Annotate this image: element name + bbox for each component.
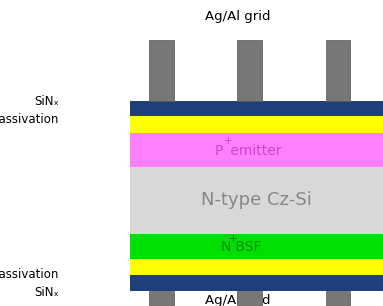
Text: SiNₓ
Passivation: SiNₓ Passivation <box>0 95 59 126</box>
Text: Ag/Al grid: Ag/Al grid <box>205 294 270 306</box>
Bar <box>149 291 174 306</box>
Bar <box>326 291 350 306</box>
Bar <box>237 291 262 306</box>
Text: +: + <box>229 234 237 244</box>
Bar <box>130 133 383 167</box>
Text: P: P <box>214 144 223 158</box>
Bar <box>130 234 383 259</box>
Text: emitter: emitter <box>226 144 282 158</box>
Bar <box>130 101 383 116</box>
Bar <box>130 275 383 291</box>
Bar <box>237 40 262 101</box>
Text: Ag/Al grid: Ag/Al grid <box>205 10 270 23</box>
Text: N-type Cz-Si: N-type Cz-Si <box>201 192 312 209</box>
Text: BSF: BSF <box>231 240 261 254</box>
Bar <box>130 167 383 234</box>
Text: +: + <box>224 136 233 146</box>
Text: Passivation
SiNₓ: Passivation SiNₓ <box>0 268 59 299</box>
Text: N: N <box>220 240 231 254</box>
Bar <box>326 40 350 101</box>
Bar <box>149 40 174 101</box>
Bar <box>130 116 383 133</box>
Bar <box>130 259 383 275</box>
